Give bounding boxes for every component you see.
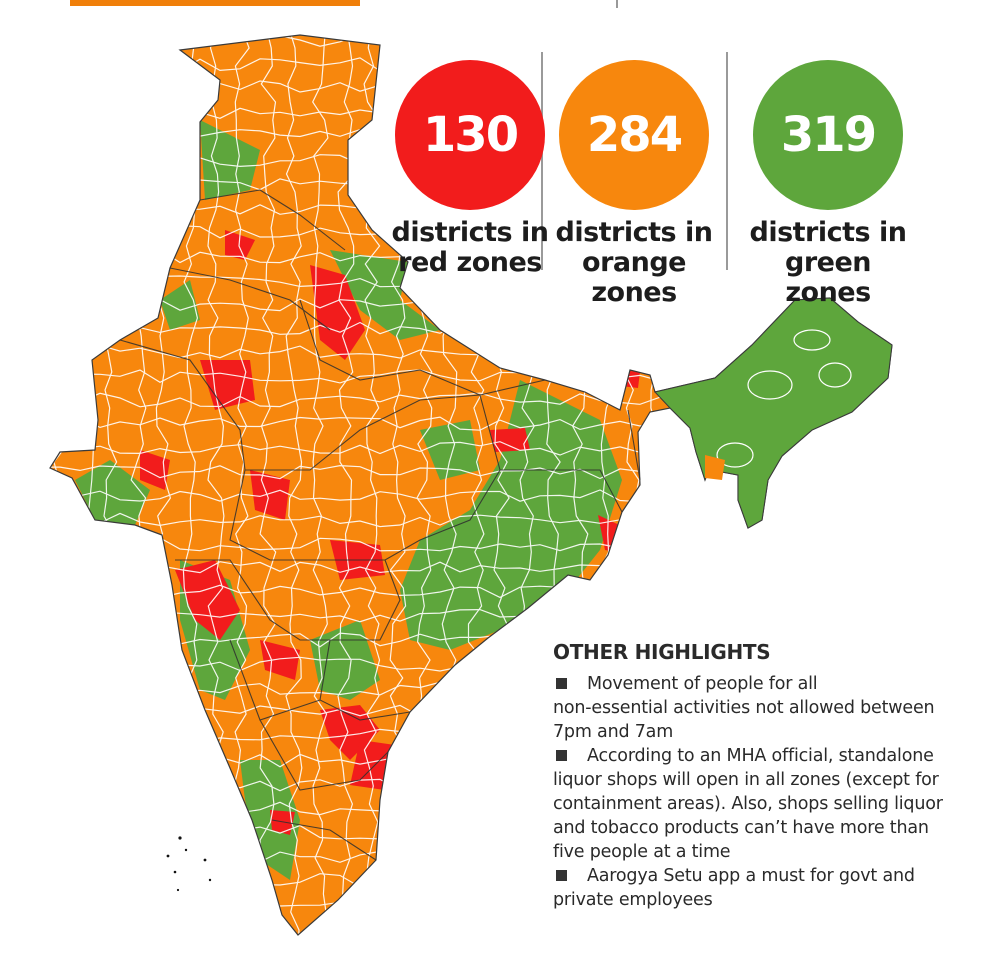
caption-line-1: districts in [391,217,550,248]
country-outline [49,34,893,936]
divider-2 [726,52,728,270]
highlight-text: containment areas). Also, shops selling … [553,794,943,814]
state-borders [119,189,641,861]
top-divider [616,0,618,8]
red-zone-area [260,640,300,680]
highlight-text: 7pm and 7am [553,722,674,742]
orange-zone-area [705,455,725,480]
red-zone-circle: 130 [395,60,545,210]
orange-zone-stat: 284 districts in orange zones [549,60,719,308]
highlight-text: and tobacco products can’t have more tha… [553,818,929,838]
highlight-text: liquor shops will open in all zones (exc… [553,770,939,790]
highlight-text: five people at a time [553,842,731,862]
red-zone-area [250,470,290,520]
green-zone-area [75,460,150,525]
bullet-icon [556,870,567,881]
caption-line-2: red zones [398,247,542,278]
red-zone-area [175,560,240,640]
bullet-icon [556,678,567,689]
district-boundary [818,362,852,388]
district-boundary [40,945,880,958]
district-boundary [50,35,881,48]
highlight-text: private employees [553,890,713,910]
green-zone-area [240,760,300,880]
red-zone-area [225,230,255,260]
district-boundary [52,35,69,935]
green-zone-area [200,120,260,200]
divider-1 [541,52,543,270]
highlight-item-2: According to an MHA official, standalone… [553,744,973,864]
red-zone-area [140,450,170,490]
red-zone-area [620,370,640,388]
highlight-item-3: Aarogya Setu app a must for govt and pri… [553,864,973,912]
red-zone-area [490,428,530,452]
highlights-title: OTHER HIGHLIGHTS [553,640,771,664]
district-boundary [50,920,881,935]
green-zone-circle: 319 [753,60,903,210]
district-boundary [259,35,277,935]
green-zone-stat: 319 districts in green zones [743,60,913,308]
district-boundary [793,329,831,351]
highlight-text: non-essential activities not allowed bet… [553,698,935,718]
northeast-green-area [654,297,893,529]
orange-zone-circle: 284 [559,60,709,210]
highlight-text: According to an MHA official, standalone [587,746,934,766]
highlight-text: Movement of people for all [587,674,818,694]
district-boundary [716,442,754,468]
caption-line-1: districts in [555,217,714,248]
caption-line-2: orange zones [582,247,686,308]
green-zone-area [330,250,440,340]
green-zone-count: 319 [780,107,877,163]
red-zone-stat: 130 districts in red zones [385,60,555,278]
district-boundary [285,35,303,935]
green-zone-caption: districts in green zones [743,218,913,308]
highlight-text: Aarogya Setu app a must for govt and [587,866,915,886]
caption-line-1: districts in [749,217,908,248]
district-boundary [312,35,329,935]
islands [166,836,212,892]
orange-zone-count: 284 [586,107,683,163]
other-highlights-panel: OTHER HIGHLIGHTS Movement of people for … [553,640,973,912]
red-zone-area [310,265,365,360]
northeast-region [654,297,893,529]
bullet-icon [556,750,567,761]
caption-line-2: green zones [785,247,872,308]
top-accent-bar [70,0,360,6]
district-boundary [747,370,793,400]
red-zone-count: 130 [422,107,519,163]
red-zone-area [270,810,295,835]
orange-zone-caption: districts in orange zones [549,218,719,308]
green-zone-area [420,420,480,480]
red-zone-caption: districts in red zones [385,218,555,278]
highlight-item-1: Movement of people for all non-essential… [553,672,973,744]
